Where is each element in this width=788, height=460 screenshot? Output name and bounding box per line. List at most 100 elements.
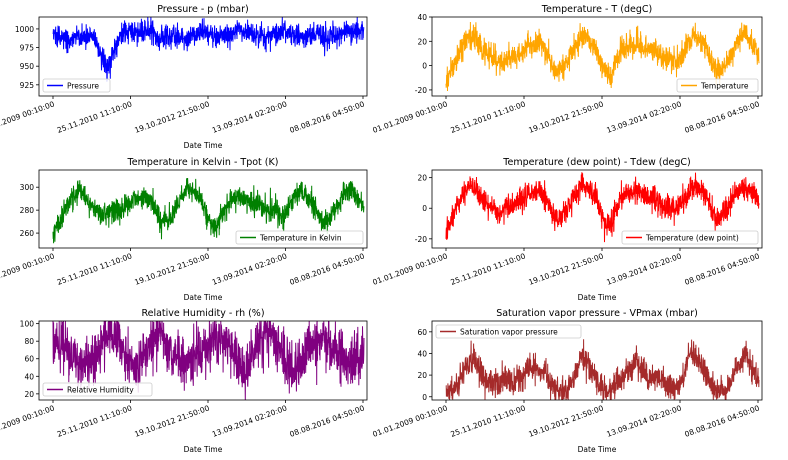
x-tick-label: 08.08.2016 04:50:00 (683, 403, 761, 439)
chart-title: Saturation vapor pressure - VPmax (mbar) (496, 308, 698, 319)
x-axis-label: Date Time (184, 445, 223, 454)
x-tick-label: 13.09.2014 02:20:00 (211, 99, 289, 135)
y-tick-label: 0 (422, 62, 427, 71)
x-tick-label: 01.01.2009 00:10:00 (0, 99, 56, 135)
chart-title: Temperature - T (degC) (541, 4, 652, 15)
legend-box (621, 230, 759, 245)
x-tick-label: 25.11.2010 11:10:00 (56, 403, 134, 439)
x-tick-label: 19.10.2012 21:50:00 (527, 403, 605, 439)
y-tick-label: 80 (24, 337, 34, 346)
y-tick-label: 20 (24, 390, 34, 399)
series-line (52, 177, 365, 244)
x-axis-label: Date Time (184, 141, 223, 150)
chart-title: Relative Humidity - rh (%) (141, 308, 264, 319)
legend-label: Saturation vapor pressure (460, 327, 558, 336)
legend: Saturation vapor pressure (435, 324, 582, 339)
x-tick-label: 01.01.2009 00:10:00 (371, 251, 449, 287)
x-tick-label: 13.09.2014 02:20:00 (605, 403, 683, 439)
x-tick-label: 08.08.2016 04:50:00 (683, 251, 761, 287)
legend: Relative Humidity (42, 382, 153, 397)
legend-box (42, 78, 111, 93)
x-tick-label: 19.10.2012 21:50:00 (133, 403, 211, 439)
series-line (52, 17, 365, 82)
legend-label: Temperature in Kelvin (259, 233, 342, 242)
chart-title: Pressure - p (mbar) (157, 4, 249, 15)
legend: Temperature (dew point) (621, 230, 759, 245)
axes-frame (38, 16, 368, 97)
x-tick-label: 25.11.2010 11:10:00 (56, 99, 134, 135)
legend-box (42, 382, 153, 397)
x-tick-label: 13.09.2014 02:20:00 (605, 251, 683, 287)
y-tick-label: -20 (415, 86, 427, 95)
legend: Temperature in Kelvin (235, 230, 364, 245)
series-line (52, 321, 365, 400)
y-tick-label: 20 (417, 174, 427, 183)
axes-frame (431, 169, 763, 249)
y-tick-label: 300 (20, 183, 35, 192)
subplot-6: Saturation vapor pressure - VPmax (mbar)… (371, 308, 763, 454)
y-tick-label: -20 (415, 235, 427, 244)
y-tick-label: 925 (20, 81, 35, 90)
axes-frame (431, 320, 763, 401)
axes-frame (38, 169, 368, 249)
y-tick-label: 40 (24, 372, 34, 381)
y-tick-label: 20 (417, 371, 427, 380)
x-tick-label: 08.08.2016 04:50:00 (288, 251, 366, 287)
axes-frame (38, 320, 368, 401)
subplot-5: Relative Humidity - rh (%) 20 40 60 80 100 01.… (0, 308, 368, 454)
x-tick-label: 25.11.2010 11:10:00 (56, 251, 134, 287)
legend-box (435, 324, 582, 339)
legend: Pressure (42, 78, 111, 93)
legend-box (676, 78, 759, 93)
subplot-1: Pressure - p (mbar) 925 950 975 1000 01.01.20… (0, 4, 368, 150)
x-tick-label: 01.01.2009 00:10:00 (371, 99, 449, 135)
legend-label: Temperature (dew point) (645, 233, 739, 242)
y-tick-label: 100 (20, 320, 35, 329)
x-tick-label: 13.09.2014 02:20:00 (211, 251, 289, 287)
subplot-4: Temperature (dew point) - Tdew (degC) -20… (371, 157, 763, 302)
y-tick-label: 280 (20, 206, 35, 215)
subplot-2: Temperature - T (degC) -20 0 20 40 01.01.2009… (371, 4, 763, 135)
axes-frame (431, 16, 763, 97)
y-tick-label: 40 (417, 13, 427, 22)
x-tick-label: 01.01.2009 00:10:00 (371, 403, 449, 439)
subplot-3: Temperature in Kelvin - Tpot (K) 260 280 30… (0, 157, 368, 302)
x-tick-label: 08.08.2016 04:50:00 (683, 99, 761, 135)
y-tick-label: 0 (422, 204, 427, 213)
series-line (445, 339, 760, 400)
y-tick-label: 20 (417, 37, 427, 46)
legend: Temperature (676, 78, 759, 93)
x-tick-label: 08.08.2016 04:50:00 (288, 403, 366, 439)
legend-label: Pressure (67, 81, 99, 90)
series-line (445, 21, 760, 92)
x-tick-label: 13.09.2014 02:20:00 (211, 403, 289, 439)
y-tick-label: 40 (417, 349, 427, 358)
x-axis-label: Date Time (184, 293, 223, 302)
y-tick-label: 260 (20, 229, 35, 238)
y-tick-label: 60 (417, 328, 427, 337)
y-tick-label: 60 (24, 355, 34, 364)
y-tick-label: 1000 (15, 25, 34, 34)
legend-box (235, 230, 364, 245)
x-tick-label: 19.10.2012 21:50:00 (133, 251, 211, 287)
legend-label: Relative Humidity (67, 385, 134, 394)
x-tick-label: 19.10.2012 21:50:00 (527, 251, 605, 287)
x-tick-label: 01.01.2009 00:10:00 (0, 251, 56, 287)
x-axis-label: Date Time (578, 293, 617, 302)
x-axis-label: Date Time (578, 445, 617, 454)
x-tick-label: 25.11.2010 11:10:00 (449, 403, 527, 439)
legend-label: Temperature (700, 81, 749, 90)
x-tick-label: 25.11.2010 11:10:00 (449, 251, 527, 287)
x-tick-label: 13.09.2014 02:20:00 (605, 99, 683, 135)
chart-title: Temperature (dew point) - Tdew (degC) (502, 157, 690, 168)
x-tick-label: 19.10.2012 21:50:00 (527, 99, 605, 135)
x-tick-label: 08.08.2016 04:50:00 (288, 99, 366, 135)
x-tick-label: 01.01.2009 00:10:00 (0, 403, 56, 439)
chart-title: Temperature in Kelvin - Tpot (K) (127, 157, 279, 168)
y-tick-label: 975 (20, 44, 35, 53)
series-line (445, 172, 760, 243)
x-tick-label: 25.11.2010 11:10:00 (449, 99, 527, 135)
x-tick-label: 19.10.2012 21:50:00 (133, 99, 211, 135)
